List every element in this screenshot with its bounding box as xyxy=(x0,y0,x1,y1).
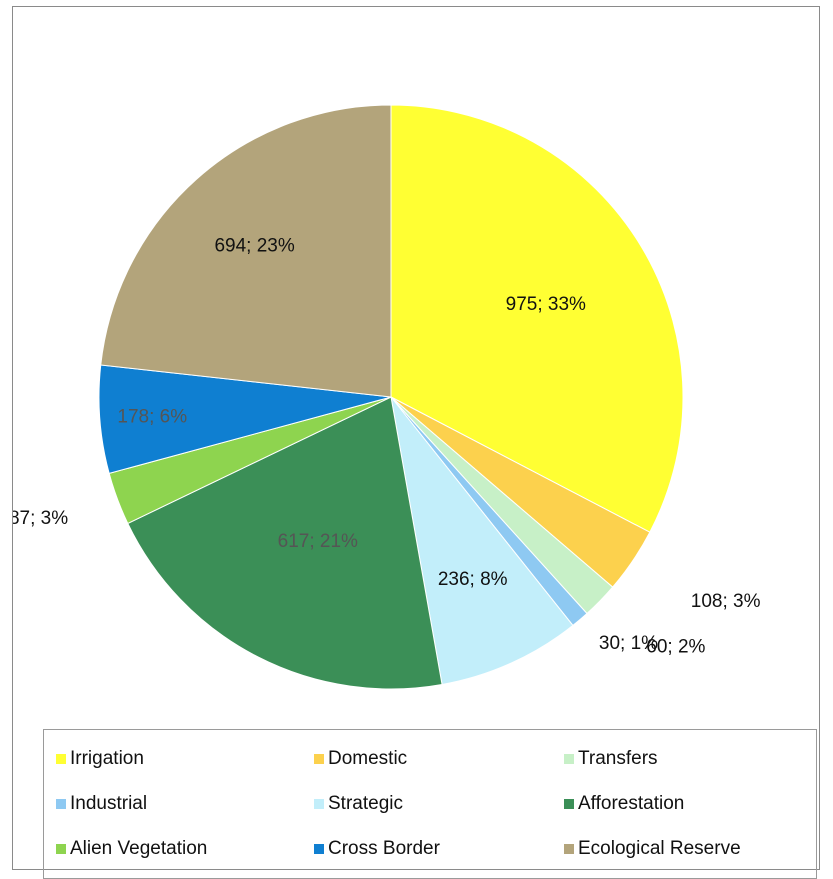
data-label-alien-vegetation: 87; 3% xyxy=(13,508,68,529)
legend-label: Industrial xyxy=(70,792,148,814)
legend-label: Domestic xyxy=(328,747,408,769)
pie-slice-irrigation xyxy=(390,104,684,533)
data-label-ecological-reserve: 694; 23% xyxy=(214,236,294,257)
legend-label: Irrigation xyxy=(70,747,144,769)
legend-swatch xyxy=(56,844,66,855)
pie-slice-ecological-reserve xyxy=(100,104,392,398)
data-label-cross-border: 178; 6% xyxy=(117,407,187,428)
legend-label: Ecological Reserve xyxy=(578,838,741,860)
legend-swatch xyxy=(314,844,324,855)
pie-slice-afforestation xyxy=(127,396,443,690)
legend-label: Alien Vegetation xyxy=(70,838,208,860)
legend-label: Transfers xyxy=(578,747,658,769)
legend-item-afforestation: Afforestation xyxy=(564,781,814,826)
pie-slice-strategic xyxy=(390,396,574,686)
legend-swatch xyxy=(564,798,574,809)
data-label-strategic: 236; 8% xyxy=(438,569,508,590)
data-label-domestic: 108; 3% xyxy=(691,591,761,612)
legend-item-domestic: Domestic xyxy=(314,736,564,781)
legend-item-alien-vegetation: Alien Vegetation xyxy=(56,827,314,872)
legend-item-irrigation: Irrigation xyxy=(56,736,314,781)
legend-swatch xyxy=(564,753,574,764)
legend-swatch xyxy=(56,798,66,809)
legend-item-strategic: Strategic xyxy=(314,781,564,826)
legend-swatch xyxy=(314,798,324,809)
legend-label: Afforestation xyxy=(578,792,685,814)
chart-legend: Irrigation Domestic Transfers Industrial… xyxy=(43,729,817,879)
legend-label: Strategic xyxy=(328,792,403,814)
data-label-afforestation: 617; 21% xyxy=(278,531,358,552)
legend-label: Cross Border xyxy=(328,838,440,860)
legend-item-transfers: Transfers xyxy=(564,736,814,781)
data-label-transfers: 60; 2% xyxy=(646,637,705,658)
legend-swatch xyxy=(564,844,574,855)
legend-item-cross-border: Cross Border xyxy=(314,827,564,872)
legend-swatch xyxy=(314,753,324,764)
legend-swatch xyxy=(56,753,66,764)
data-label-irrigation: 975; 33% xyxy=(506,294,586,315)
legend-item-industrial: Industrial xyxy=(56,781,314,826)
legend-item-ecological-reserve: Ecological Reserve xyxy=(564,827,814,872)
data-label-industrial: 30; 1% xyxy=(599,633,658,654)
chart-frame: 975; 33% 108; 3% 60; 2% 30; 1% 236; 8% 617; 2… xyxy=(12,6,820,879)
pie-chart: 975; 33% 108; 3% 60; 2%30; 1% 236; 8% 617; 2… xyxy=(13,104,761,690)
